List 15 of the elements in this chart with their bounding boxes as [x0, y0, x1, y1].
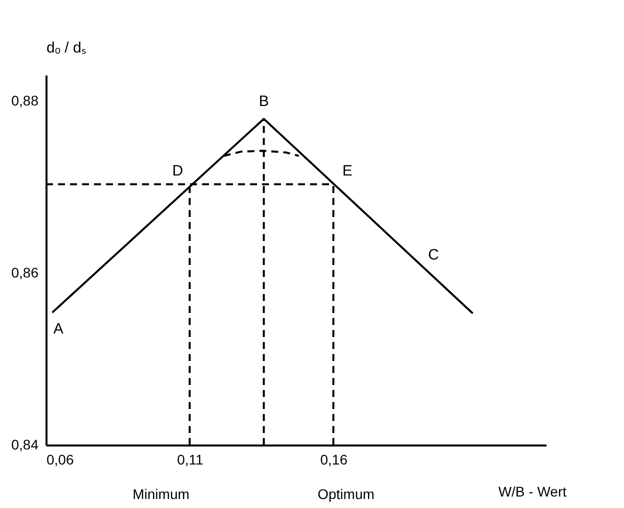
x-axis-title: W/B - Wert	[498, 484, 567, 500]
annotation: E	[342, 162, 352, 180]
x-tick-label: 0,16	[320, 452, 348, 468]
annotation: A	[53, 320, 64, 338]
x-tick-label: 0,06	[46, 452, 74, 468]
y-tick-label: 0,84	[11, 436, 39, 452]
annotation: D	[172, 162, 184, 180]
x-tick-label: 0,11	[177, 452, 204, 468]
text: Minimum	[132, 486, 190, 502]
text: Optimum	[318, 486, 374, 502]
annotation: C	[428, 246, 440, 264]
annotation: B	[258, 92, 269, 110]
y-tick-label: 0,88	[11, 92, 39, 108]
y-axis-title: dₒ / dₛ	[46, 40, 86, 56]
y-tick-label: 0,86	[11, 264, 39, 280]
